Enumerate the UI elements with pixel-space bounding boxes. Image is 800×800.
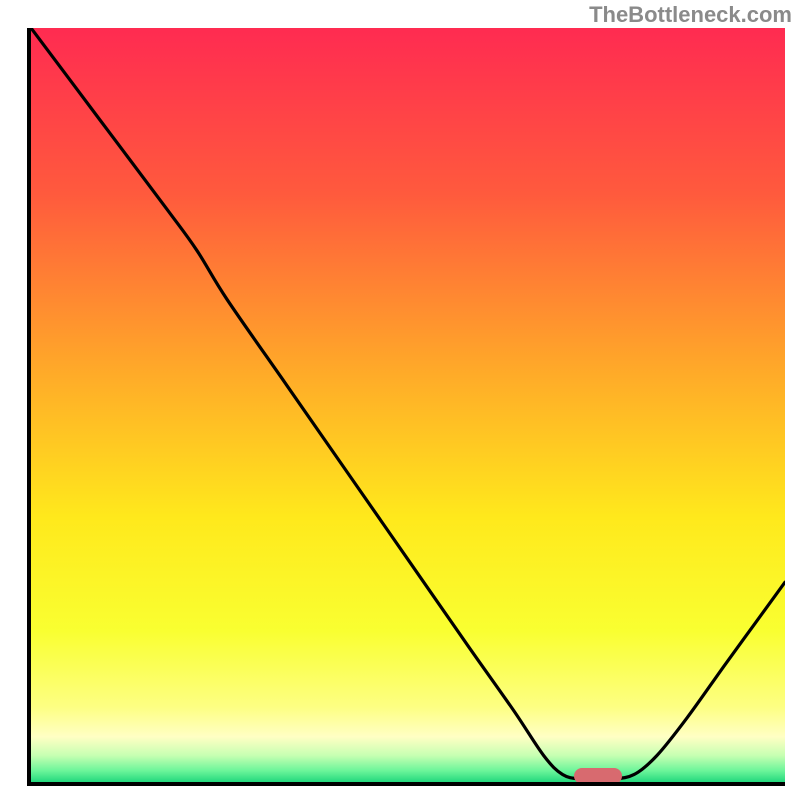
watermark-text: TheBottleneck.com — [589, 2, 792, 28]
chart-container: TheBottleneck.com — [0, 0, 800, 800]
plot-area — [31, 28, 785, 782]
gradient-background — [31, 28, 785, 782]
x-axis-line — [27, 782, 785, 786]
y-axis-line — [27, 28, 31, 786]
